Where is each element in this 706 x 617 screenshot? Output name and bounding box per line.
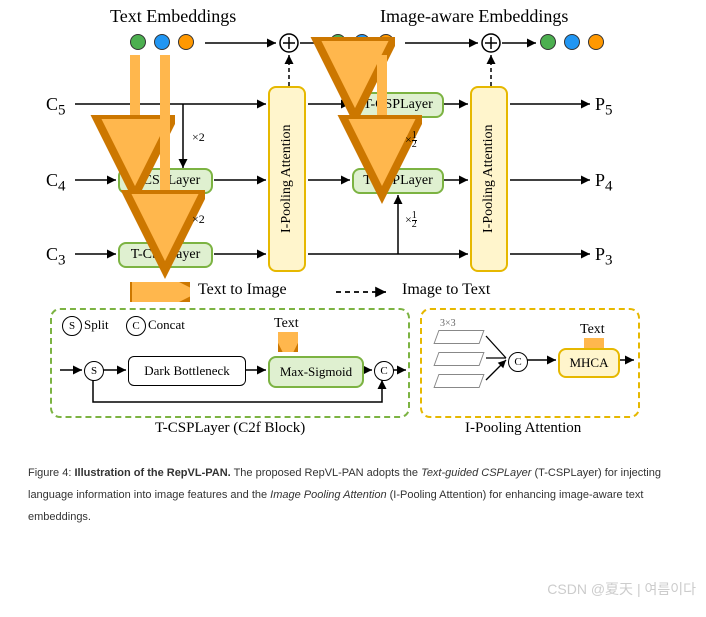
legend-dashed-arrow (334, 282, 394, 302)
concat-node: C (374, 361, 394, 381)
legend-t2i: Text to Image (198, 281, 287, 299)
scale-half: ×12 (405, 212, 417, 229)
scale-x2: ×2 (192, 212, 205, 227)
legend-i2t: Image to Text (402, 281, 490, 299)
dark-bottleneck-box: Dark Bottleneck (128, 356, 246, 386)
mhca-box: MHCA (558, 348, 620, 378)
tcsp-block: T-CSPLayer (352, 168, 444, 194)
concat-icon: C (126, 316, 146, 336)
concat-label: Concat (148, 317, 185, 333)
scale-x2: ×2 (192, 130, 205, 145)
ipool-detail-title: I-Pooling Attention (465, 420, 581, 437)
split-icon: S (62, 316, 82, 336)
tcsp-block: T-CSPLayer (352, 92, 444, 118)
tcsp-block: T-CSPLayer (118, 168, 213, 194)
concat-node: C (508, 352, 528, 372)
text-label: Text (274, 316, 299, 332)
ipool-block: I-Pooling Attention (268, 86, 306, 272)
figure-caption: Figure 4: Illustration of the RepVL-PAN.… (28, 462, 668, 528)
main-diagram: Text Embeddings Image-aware Embeddings C… (0, 0, 706, 440)
max-sigmoid-box: Max-Sigmoid (268, 356, 364, 388)
flow-lines (0, 0, 706, 320)
split-label: Split (84, 317, 109, 333)
legend-orange-arrow (130, 282, 190, 302)
watermark: CSDN @夏天 | 여름이다 (547, 579, 696, 599)
tcsp-detail-title: T-CSPLayer (C2f Block) (155, 420, 305, 437)
tcsp-block: T-CSPLayer (118, 242, 213, 268)
ipool-block: I-Pooling Attention (470, 86, 508, 272)
scale-half: ×12 (405, 132, 417, 149)
split-node: S (84, 361, 104, 381)
